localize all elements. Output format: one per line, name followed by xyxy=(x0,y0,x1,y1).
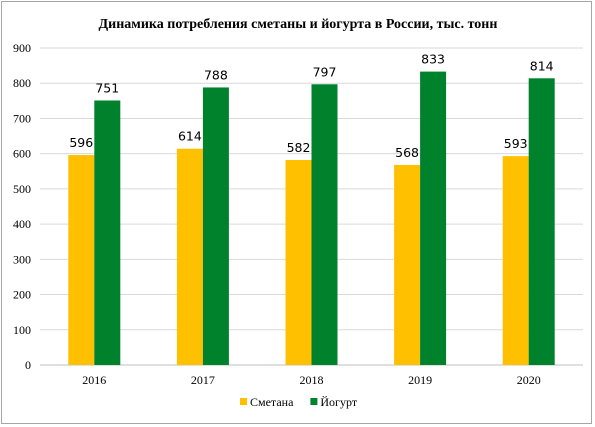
y-tick-label: 200 xyxy=(13,288,31,302)
data-label: 833 xyxy=(421,52,445,67)
bar-yogurt xyxy=(202,87,229,366)
y-tick-label: 100 xyxy=(13,323,31,337)
y-tick-label: 900 xyxy=(13,41,31,55)
data-labels: 596 751 614 788 582 797 568 833 593 814 xyxy=(69,52,553,160)
x-tick-label: 2017 xyxy=(191,373,215,387)
data-label: 596 xyxy=(69,135,93,150)
x-tick-label: 2018 xyxy=(300,373,324,387)
bar-yogurt xyxy=(420,71,447,366)
x-tick-label: 2019 xyxy=(408,373,432,387)
y-tick-label: 300 xyxy=(13,252,31,266)
x-tick-label: 2016 xyxy=(82,373,106,387)
x-tick-label: 2020 xyxy=(517,373,541,387)
bar-smetana xyxy=(502,156,529,365)
data-label: 751 xyxy=(95,80,119,95)
legend-swatch xyxy=(240,398,247,405)
data-label: 568 xyxy=(395,145,419,160)
y-tick-label: 500 xyxy=(13,182,31,196)
bar-yogurt xyxy=(94,100,121,365)
data-label: 593 xyxy=(504,136,528,151)
y-axis: 0 100 200 300 400 500 600 700 800 900 xyxy=(13,41,31,372)
chart-title: Динамика потребления сметаны и йогурта в… xyxy=(99,17,498,32)
data-label: 788 xyxy=(204,67,228,82)
y-tick-label: 0 xyxy=(25,358,31,372)
bar-yogurt xyxy=(311,84,338,365)
bar-yogurt xyxy=(528,78,555,366)
legend: Сметана Йогурт xyxy=(240,395,358,409)
legend-label: Сметана xyxy=(250,395,294,409)
bar-smetana xyxy=(394,164,421,365)
y-tick-label: 700 xyxy=(13,111,31,125)
x-axis: 2016 2017 2018 2019 2020 xyxy=(82,373,540,387)
legend-swatch xyxy=(310,398,318,405)
legend-label: Йогурт xyxy=(320,395,357,409)
bar-smetana xyxy=(176,148,203,365)
data-label: 614 xyxy=(178,129,202,144)
bar-smetana xyxy=(285,160,312,365)
data-label: 814 xyxy=(530,58,554,73)
y-tick-label: 800 xyxy=(13,76,31,90)
data-label: 582 xyxy=(287,140,311,155)
y-tick-label: 600 xyxy=(13,147,31,161)
y-tick-label: 400 xyxy=(13,217,31,231)
data-label: 797 xyxy=(313,64,337,79)
bar-smetana xyxy=(68,155,95,365)
bars xyxy=(68,71,555,366)
